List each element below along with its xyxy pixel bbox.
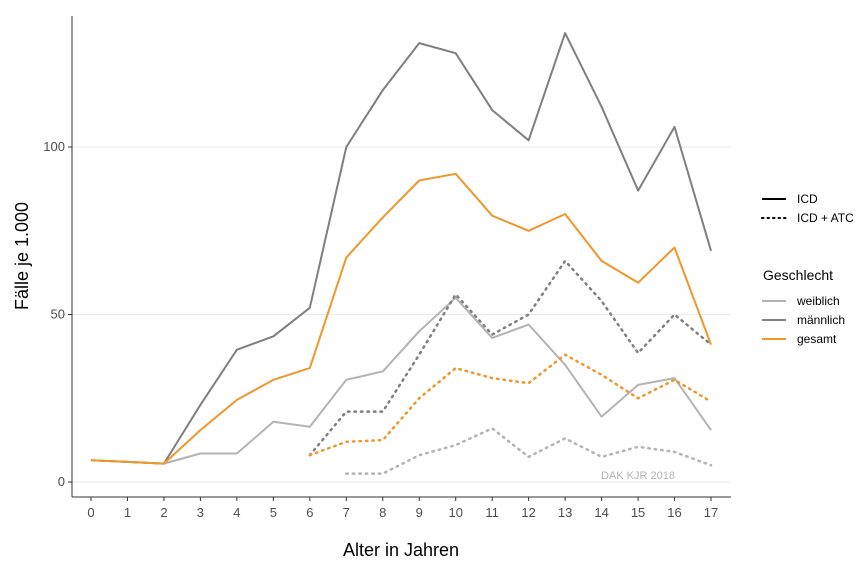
x-tick-label: 17 xyxy=(704,505,718,520)
series-line-weiblich-icd-atc xyxy=(345,427,713,475)
watermark: DAK KJR 2018 xyxy=(601,470,675,482)
x-tick-label: 10 xyxy=(448,505,462,520)
y-tick-label: 0 xyxy=(58,474,65,489)
x-tick-label: 4 xyxy=(233,505,240,520)
x-tick-label: 5 xyxy=(270,505,277,520)
series-line-weiblich-icd xyxy=(90,296,712,465)
y-tick-label: 50 xyxy=(51,307,65,322)
legend-label-gesamt: gesamt xyxy=(797,332,837,346)
x-tick-label: 6 xyxy=(306,505,313,520)
x-tick-label: 7 xyxy=(343,505,350,520)
legend-label-weiblich: weiblich xyxy=(796,294,840,308)
legend-label-maennlich: männlich xyxy=(797,313,845,327)
x-tick-label: 12 xyxy=(521,505,535,520)
legend: ICD ICD + ATC Geschlecht weiblich männli… xyxy=(761,192,854,346)
series-line-gesamt-icd-atc xyxy=(308,353,713,457)
gridlines xyxy=(72,146,731,483)
x-tick-label: 2 xyxy=(160,505,167,520)
x-tick-label: 8 xyxy=(379,505,386,520)
series-line-maennlich-icd-atc xyxy=(308,259,713,457)
x-tick-label: 3 xyxy=(197,505,204,520)
series-line-gesamt-icd xyxy=(90,172,712,465)
axes xyxy=(71,16,731,498)
y-axis-title: Fälle je 1.000 xyxy=(12,202,32,310)
x-axis-title: Alter in Jahren xyxy=(343,540,459,560)
x-tick-label: 0 xyxy=(87,505,94,520)
legend-title-geschlecht: Geschlecht xyxy=(763,267,833,283)
x-tick-label: 15 xyxy=(631,505,645,520)
legend-label-icd-atc: ICD + ATC xyxy=(797,211,854,225)
series-lines xyxy=(90,32,713,475)
x-tick-label: 11 xyxy=(485,505,499,520)
x-tick-label: 9 xyxy=(416,505,423,520)
x-tick-label: 16 xyxy=(667,505,681,520)
y-tick-label: 100 xyxy=(43,139,65,154)
x-tick-label: 13 xyxy=(558,505,572,520)
series-line-maennlich-icd xyxy=(90,32,712,465)
x-tick-label: 14 xyxy=(594,505,608,520)
x-tick-label: 1 xyxy=(124,505,131,520)
legend-label-icd: ICD xyxy=(797,192,818,206)
